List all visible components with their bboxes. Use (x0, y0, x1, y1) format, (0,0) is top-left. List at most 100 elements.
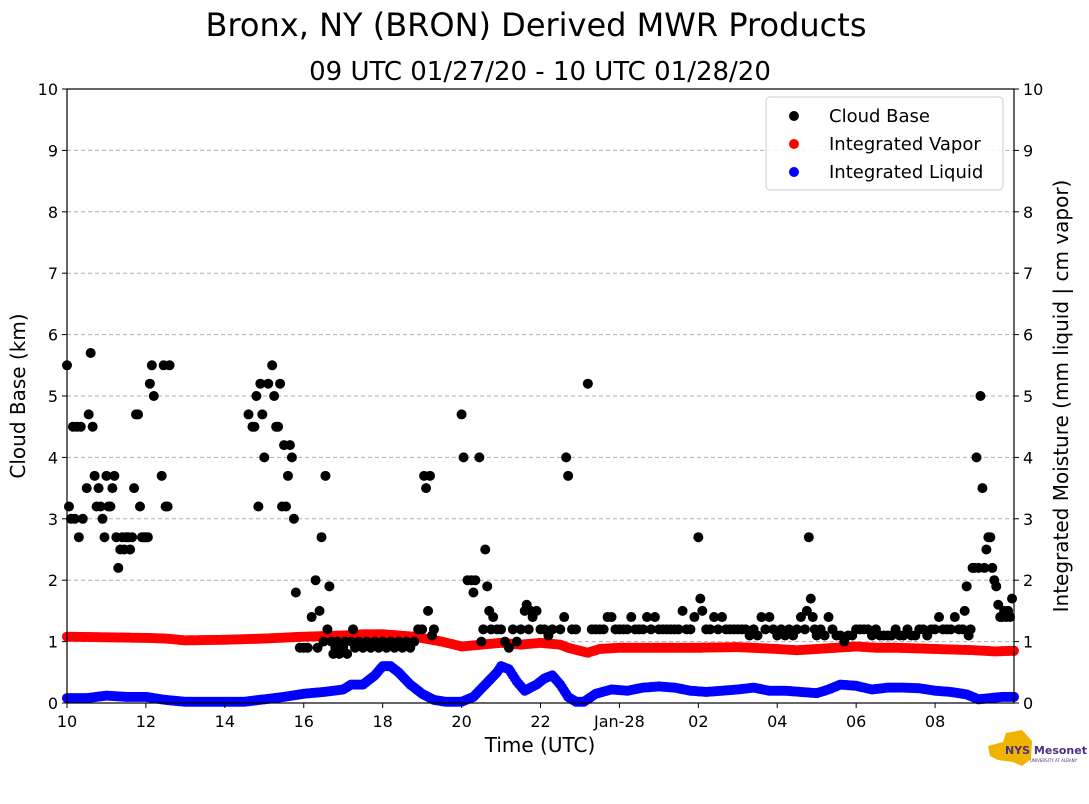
legend-label-cloud-base: Cloud Base (829, 106, 930, 127)
y-tick-label-left: 4 (48, 448, 58, 467)
cloud-base-point (280, 501, 291, 512)
x-tick-label: 18 (372, 712, 392, 731)
cloud-base-point (673, 624, 684, 635)
cloud-base-point (456, 409, 467, 420)
cloud-base-point (981, 544, 992, 555)
cloud-base-point (807, 612, 818, 623)
cloud-base-point (144, 378, 155, 389)
cloud-base-point (417, 624, 428, 635)
cloud-base-point (282, 470, 293, 481)
cloud-base-point (523, 624, 534, 635)
logo-text: NYS Mesonet (1005, 744, 1087, 757)
cloud-base-point (985, 532, 996, 543)
cloud-base-point (290, 587, 301, 598)
cloud-base-point (991, 581, 1002, 592)
y-tick-label-right: 5 (1023, 387, 1033, 406)
cloud-base-point (77, 513, 88, 524)
cloud-base-point (134, 501, 145, 512)
cloud-base-point (959, 605, 970, 616)
cloud-base-point (146, 360, 157, 371)
y-tick-label-right: 8 (1023, 203, 1033, 222)
cloud-base-point (756, 612, 767, 623)
cloud-base-point (1005, 612, 1016, 623)
cloud-base-point (83, 409, 94, 420)
cloud-base-point (803, 532, 814, 543)
cloud-base-point (286, 452, 297, 463)
cloud-base-point (156, 470, 167, 481)
cloud-base-point (127, 532, 138, 543)
cloud-base-point (125, 544, 136, 555)
x-tick-label: 06 (846, 712, 866, 731)
cloud-base-point (713, 624, 724, 635)
cloud-base-point (799, 624, 810, 635)
cloud-base-point (255, 378, 266, 389)
x-tick-label: 02 (688, 712, 708, 731)
cloud-base-point (310, 575, 321, 586)
cloud-base-point (642, 612, 653, 623)
cloud-base-point (709, 612, 720, 623)
legend-label-integrated-vapor: Integrated Vapor (829, 134, 981, 155)
y-tick-label-left: 6 (48, 326, 58, 345)
cloud-base-point (73, 532, 84, 543)
y-tick-label-right: 3 (1023, 510, 1033, 529)
legend-marker-integrated-liquid (789, 167, 799, 177)
cloud-base-point (949, 612, 960, 623)
cloud-base-point (423, 605, 434, 616)
cloud-base-point (253, 501, 264, 512)
cloud-base-point (348, 624, 359, 635)
y-tick-label-left: 8 (48, 203, 58, 222)
cloud-base-point (823, 612, 834, 623)
cloud-base-point (269, 391, 280, 401)
cloud-base-point (476, 636, 487, 647)
cloud-base-point (275, 378, 286, 389)
cloud-base-point (503, 642, 514, 653)
cloud-base-point (930, 624, 941, 635)
cloud-base-point (547, 624, 558, 635)
cloud-base-point (324, 581, 335, 592)
cloud-base-point (478, 624, 489, 635)
cloud-base-point (93, 483, 104, 494)
y-tick-label-right: 10 (1023, 80, 1043, 99)
grid (67, 149, 1014, 643)
y-tick-label-left: 10 (38, 80, 58, 99)
cloud-base-point (488, 612, 499, 623)
series-cloud-base (62, 348, 1018, 659)
cloud-base-point (474, 452, 485, 463)
y-tick-label-left: 3 (48, 510, 58, 529)
y-tick-label-right: 9 (1023, 141, 1033, 160)
cloud-base-point (316, 532, 327, 543)
cloud-base-point (482, 581, 493, 592)
cloud-base-point (109, 470, 120, 481)
nys-state-shape-icon (988, 730, 1032, 766)
cloud-base-point (685, 624, 696, 635)
y-tick-label-right: 6 (1023, 326, 1033, 345)
cloud-base-point (257, 409, 268, 420)
y-tick-label-right: 4 (1023, 448, 1033, 467)
y-tick-label-right: 2 (1023, 571, 1033, 590)
legend-marker-integrated-vapor (789, 139, 799, 149)
cloud-base-point (695, 593, 706, 604)
y-axis-label-right: Integrated Moisture (mm liquid | cm vapo… (1049, 180, 1073, 613)
cloud-base-point (987, 562, 998, 573)
cloud-base-point (148, 391, 159, 401)
cloud-base-point (645, 624, 656, 635)
cloud-base-point (89, 470, 100, 481)
cloud-base-point (97, 513, 108, 524)
y-axis-label-left: Cloud Base (km) (6, 313, 30, 478)
cloud-base-point (284, 440, 295, 451)
cloud-base-point (267, 360, 278, 371)
x-axis-label: Time (UTC) (484, 733, 596, 757)
cloud-base-point (598, 624, 609, 635)
cloud-base-point (133, 409, 144, 420)
cloud-base-point (259, 452, 270, 463)
cloud-base-point (496, 624, 507, 635)
y-tick-label-right: 1 (1023, 633, 1033, 652)
x-tick-label: 10 (57, 712, 77, 731)
cloud-base-point (113, 562, 124, 573)
cloud-base-point (105, 501, 116, 512)
cloud-base-point (63, 501, 74, 512)
cloud-base-point (142, 532, 153, 543)
cloud-base-point (697, 605, 708, 616)
cloud-base-point (273, 421, 284, 432)
